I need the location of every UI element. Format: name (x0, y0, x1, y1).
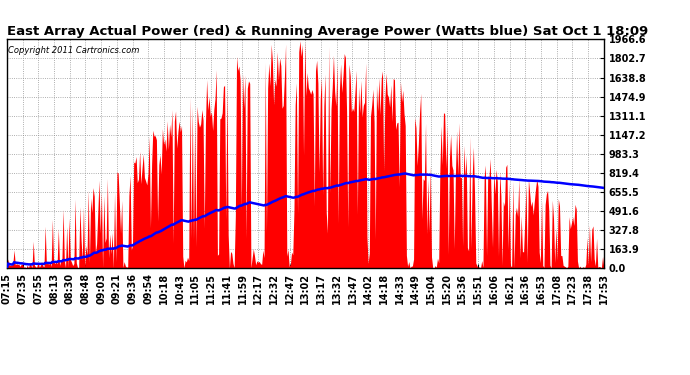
Text: Copyright 2011 Cartronics.com: Copyright 2011 Cartronics.com (8, 46, 139, 55)
Text: East Array Actual Power (red) & Running Average Power (Watts blue) Sat Oct 1 18:: East Array Actual Power (red) & Running … (7, 25, 648, 38)
